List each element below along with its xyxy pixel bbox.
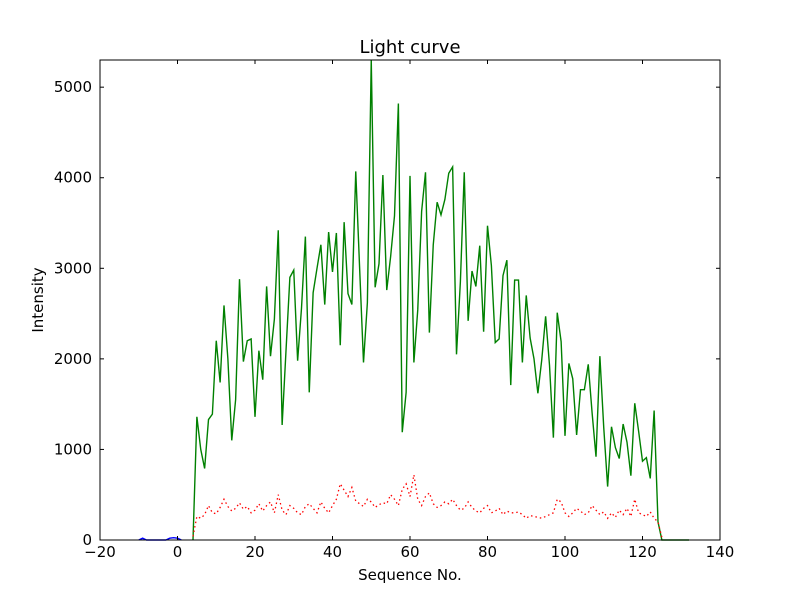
x-tick-label: 100 [551, 543, 580, 561]
tick-layer: −20 0 20 40 60 80 100 120 1400100020003000400050… [54, 60, 735, 561]
series-layer [138, 59, 689, 541]
x-tick-label: −20 [84, 543, 116, 561]
x-tick-label: 140 [706, 543, 735, 561]
y-tick-label: 2000 [54, 350, 92, 368]
y-tick-label: 4000 [54, 169, 92, 187]
y-tick-label: 3000 [54, 259, 92, 277]
y-tick-label: 1000 [54, 440, 92, 458]
y-axis-label: Intensity [29, 267, 47, 332]
x-tick-label: 80 [478, 543, 497, 561]
x-tick-label: 0 [173, 543, 183, 561]
x-tick-label: 20 [245, 543, 264, 561]
blue-series-line [138, 537, 182, 541]
x-tick-label: 40 [323, 543, 342, 561]
x-axis-label: Sequence No. [358, 566, 462, 584]
green-series-line [192, 59, 689, 541]
x-tick-label: 60 [400, 543, 419, 561]
plot-area [100, 60, 720, 540]
y-tick-label: 0 [82, 531, 92, 549]
x-tick-label: 120 [628, 543, 657, 561]
chart-title: Light curve [359, 37, 460, 58]
y-tick-label: 5000 [54, 78, 92, 96]
